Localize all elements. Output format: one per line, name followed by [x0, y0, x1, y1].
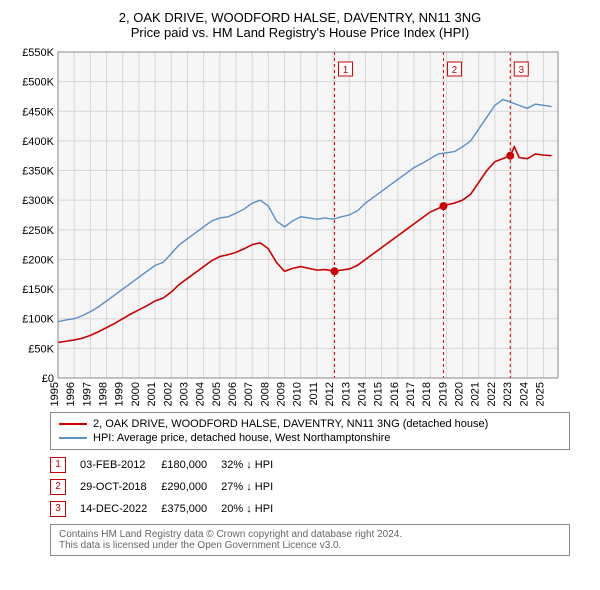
svg-text:2018: 2018: [421, 382, 433, 406]
svg-text:2002: 2002: [162, 382, 174, 406]
svg-text:2004: 2004: [195, 382, 207, 406]
legend-label-hpi: HPI: Average price, detached house, West…: [93, 432, 390, 444]
svg-text:£300K: £300K: [22, 195, 54, 207]
sales-table: 1 03-FEB-2012£180,00032% ↓ HPI 2 29-OCT-201…: [50, 454, 287, 520]
footer-line-1: Contains HM Land Registry data © Crown c…: [59, 529, 561, 540]
chart-container: £0£50K£100K£150K£200K£250K£300K£350K£400…: [10, 46, 590, 406]
sale-delta: 20% ↓ HPI: [221, 498, 287, 520]
svg-text:1995: 1995: [49, 382, 61, 406]
svg-text:£50K: £50K: [28, 343, 54, 355]
svg-text:2013: 2013: [340, 382, 352, 406]
svg-text:2020: 2020: [454, 382, 466, 406]
sale-date: 29-OCT-2018: [80, 476, 161, 498]
sale-date: 03-FEB-2012: [80, 454, 161, 476]
svg-text:£150K: £150K: [22, 284, 54, 296]
sale-marker-icon: 3: [50, 501, 66, 517]
svg-text:3: 3: [518, 65, 524, 76]
price-chart: £0£50K£100K£150K£200K£250K£300K£350K£400…: [10, 46, 570, 406]
svg-text:£500K: £500K: [22, 77, 54, 89]
svg-text:1998: 1998: [98, 382, 110, 406]
svg-text:2001: 2001: [146, 382, 158, 406]
title-line-2: Price paid vs. HM Land Registry's House …: [10, 25, 590, 40]
sale-date: 14-DEC-2022: [80, 498, 161, 520]
svg-text:2000: 2000: [130, 382, 142, 406]
svg-text:2008: 2008: [259, 382, 271, 406]
svg-text:2: 2: [452, 65, 458, 76]
svg-text:2021: 2021: [470, 382, 482, 406]
legend-row-hpi: HPI: Average price, detached house, West…: [59, 431, 561, 445]
svg-text:2011: 2011: [308, 382, 320, 406]
svg-text:2015: 2015: [373, 382, 385, 406]
sale-marker-icon: 1: [50, 457, 66, 473]
svg-text:1: 1: [343, 65, 349, 76]
svg-text:2006: 2006: [227, 382, 239, 406]
legend-swatch-property: [59, 423, 87, 425]
sale-delta: 32% ↓ HPI: [221, 454, 287, 476]
svg-text:2009: 2009: [276, 382, 288, 406]
sale-price: £290,000: [161, 476, 221, 498]
svg-text:2019: 2019: [437, 382, 449, 406]
footer-line-2: This data is licensed under the Open Gov…: [59, 540, 561, 551]
chart-title-block: 2, OAK DRIVE, WOODFORD HALSE, DAVENTRY, …: [10, 10, 590, 40]
sale-marker-icon: 2: [50, 479, 66, 495]
legend: 2, OAK DRIVE, WOODFORD HALSE, DAVENTRY, …: [50, 412, 570, 450]
title-line-1: 2, OAK DRIVE, WOODFORD HALSE, DAVENTRY, …: [10, 10, 590, 25]
legend-swatch-hpi: [59, 437, 87, 439]
svg-text:2016: 2016: [389, 382, 401, 406]
svg-text:£400K: £400K: [22, 136, 54, 148]
svg-text:2014: 2014: [356, 382, 368, 406]
svg-text:2024: 2024: [518, 382, 530, 406]
svg-text:1996: 1996: [65, 382, 77, 406]
svg-text:£550K: £550K: [22, 47, 54, 59]
svg-text:1999: 1999: [114, 382, 126, 406]
svg-text:£100K: £100K: [22, 314, 54, 326]
sale-price: £375,000: [161, 498, 221, 520]
svg-text:2023: 2023: [502, 382, 514, 406]
svg-text:£350K: £350K: [22, 166, 54, 178]
legend-label-property: 2, OAK DRIVE, WOODFORD HALSE, DAVENTRY, …: [93, 418, 488, 430]
sale-delta: 27% ↓ HPI: [221, 476, 287, 498]
legend-row-property: 2, OAK DRIVE, WOODFORD HALSE, DAVENTRY, …: [59, 417, 561, 431]
sale-row: 2 29-OCT-2018£290,00027% ↓ HPI: [50, 476, 287, 498]
svg-text:2017: 2017: [405, 382, 417, 406]
sale-row: 1 03-FEB-2012£180,00032% ↓ HPI: [50, 454, 287, 476]
svg-text:2022: 2022: [486, 382, 498, 406]
footer-attribution: Contains HM Land Registry data © Crown c…: [50, 524, 570, 556]
svg-text:2025: 2025: [534, 382, 546, 406]
svg-text:1997: 1997: [81, 382, 93, 406]
svg-text:2005: 2005: [211, 382, 223, 406]
svg-text:2012: 2012: [324, 382, 336, 406]
svg-text:£250K: £250K: [22, 225, 54, 237]
svg-text:£200K: £200K: [22, 254, 54, 266]
svg-text:2003: 2003: [178, 382, 190, 406]
svg-text:£450K: £450K: [22, 106, 54, 118]
svg-text:2010: 2010: [292, 382, 304, 406]
sale-price: £180,000: [161, 454, 221, 476]
svg-text:2007: 2007: [243, 382, 255, 406]
sale-row: 3 14-DEC-2022£375,00020% ↓ HPI: [50, 498, 287, 520]
